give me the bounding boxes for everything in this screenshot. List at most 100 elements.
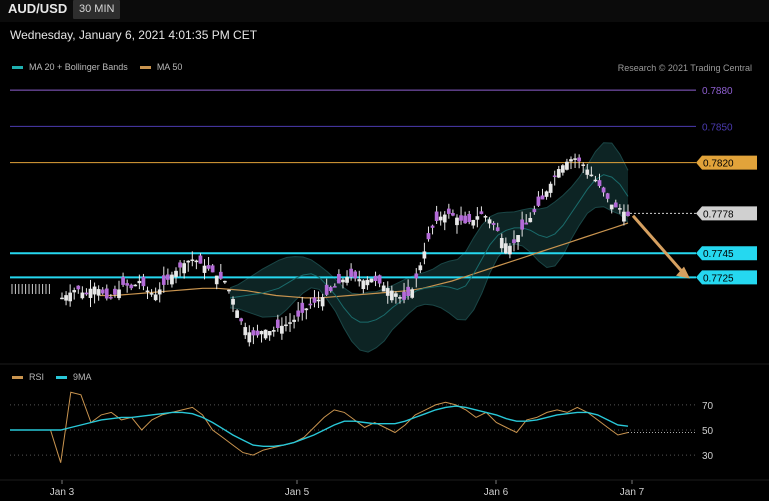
candle-body: [121, 276, 125, 285]
candle: [190, 251, 195, 267]
candle-body: [239, 318, 244, 322]
candle-body: [202, 265, 207, 273]
candle: [239, 317, 244, 325]
candle: [194, 259, 199, 270]
candle: [145, 286, 150, 300]
level-tag: [696, 155, 757, 170]
candle-body: [149, 293, 154, 295]
candle: [96, 285, 101, 301]
candle-body: [259, 331, 264, 335]
candle: [499, 233, 504, 253]
research-credit: Research © 2021 Trading Central: [617, 63, 752, 73]
candle-body: [548, 183, 553, 193]
candle: [532, 205, 537, 215]
candle-body: [271, 330, 276, 332]
candle-body: [479, 211, 484, 215]
candle-body: [569, 159, 573, 162]
level-label: 0.7880: [702, 86, 733, 97]
candle-body: [487, 219, 492, 224]
candle: [349, 263, 353, 281]
candle-body: [528, 217, 533, 223]
candle: [471, 219, 476, 229]
candle-body: [145, 290, 150, 293]
candle: [613, 199, 618, 208]
candle: [312, 290, 317, 308]
candle: [385, 281, 390, 304]
candle: [491, 221, 496, 231]
candle: [528, 212, 533, 223]
candle: [451, 209, 455, 217]
legend-ma50-label: MA 50: [156, 62, 183, 72]
price-legend: MA 20 + Bollinger Bands MA 50: [12, 62, 182, 72]
candle-body: [467, 214, 472, 223]
candle: [141, 273, 146, 291]
candle: [157, 282, 162, 303]
candle-body: [402, 291, 406, 300]
candle: [198, 253, 203, 264]
candle: [626, 204, 630, 217]
candle-body: [573, 158, 577, 160]
candle: [365, 276, 370, 290]
candle: [125, 279, 130, 293]
candle: [548, 181, 553, 198]
candle-body: [418, 265, 423, 271]
candle: [271, 326, 276, 337]
x-tick-label: Jan 3: [50, 487, 75, 498]
candle-body: [618, 208, 622, 210]
candle: [495, 222, 500, 232]
candle: [129, 283, 134, 291]
level-0.7850: 0.7850: [10, 122, 733, 133]
candle: [149, 289, 154, 297]
candle-body: [210, 265, 215, 273]
candle-body: [581, 164, 586, 167]
legend-rsi: RSI: [12, 372, 44, 382]
candle-body: [613, 202, 618, 208]
candle-body: [190, 259, 195, 261]
candle: [381, 282, 386, 292]
candle: [536, 191, 541, 207]
ma50-swatch: [139, 65, 151, 69]
candle-body: [76, 285, 81, 290]
candle: [565, 158, 569, 171]
candle-body: [475, 216, 480, 220]
candle-body: [394, 293, 398, 297]
ma50-line: [100, 222, 629, 299]
candle-body: [194, 260, 199, 263]
candle-body: [499, 238, 504, 249]
timeframe-button[interactable]: 30 MIN: [73, 0, 121, 19]
candle: [467, 210, 472, 225]
candle: [235, 309, 239, 318]
candle-body: [385, 288, 390, 296]
level-label: 0.7820: [703, 159, 734, 170]
candle-body: [373, 275, 378, 281]
candle: [377, 274, 382, 288]
candle-body: [214, 275, 219, 285]
level-0.7880: 0.7880: [10, 86, 733, 97]
rsi-swatch: [12, 375, 23, 379]
candle-body: [117, 289, 121, 299]
candle: [324, 278, 329, 297]
candle: [328, 285, 333, 293]
candle-body: [516, 235, 520, 242]
candle-body: [206, 265, 211, 269]
candle: [544, 190, 549, 200]
candle-body: [446, 208, 451, 214]
candle-body: [471, 220, 476, 226]
candle: [133, 284, 138, 287]
candle: [483, 214, 488, 222]
candle-body: [137, 280, 142, 284]
candle-body: [182, 263, 187, 274]
candle: [589, 166, 594, 177]
candle: [597, 173, 602, 188]
candle: [92, 282, 97, 304]
candle-body: [622, 211, 626, 222]
legend-ma20: MA 20 + Bollinger Bands: [12, 62, 128, 72]
candle-body: [280, 325, 284, 334]
candle: [104, 284, 109, 301]
candle: [581, 162, 586, 173]
candle-body: [288, 322, 292, 324]
candle: [182, 259, 187, 279]
rsi-series-rsi: [10, 391, 629, 463]
candle: [601, 186, 606, 197]
